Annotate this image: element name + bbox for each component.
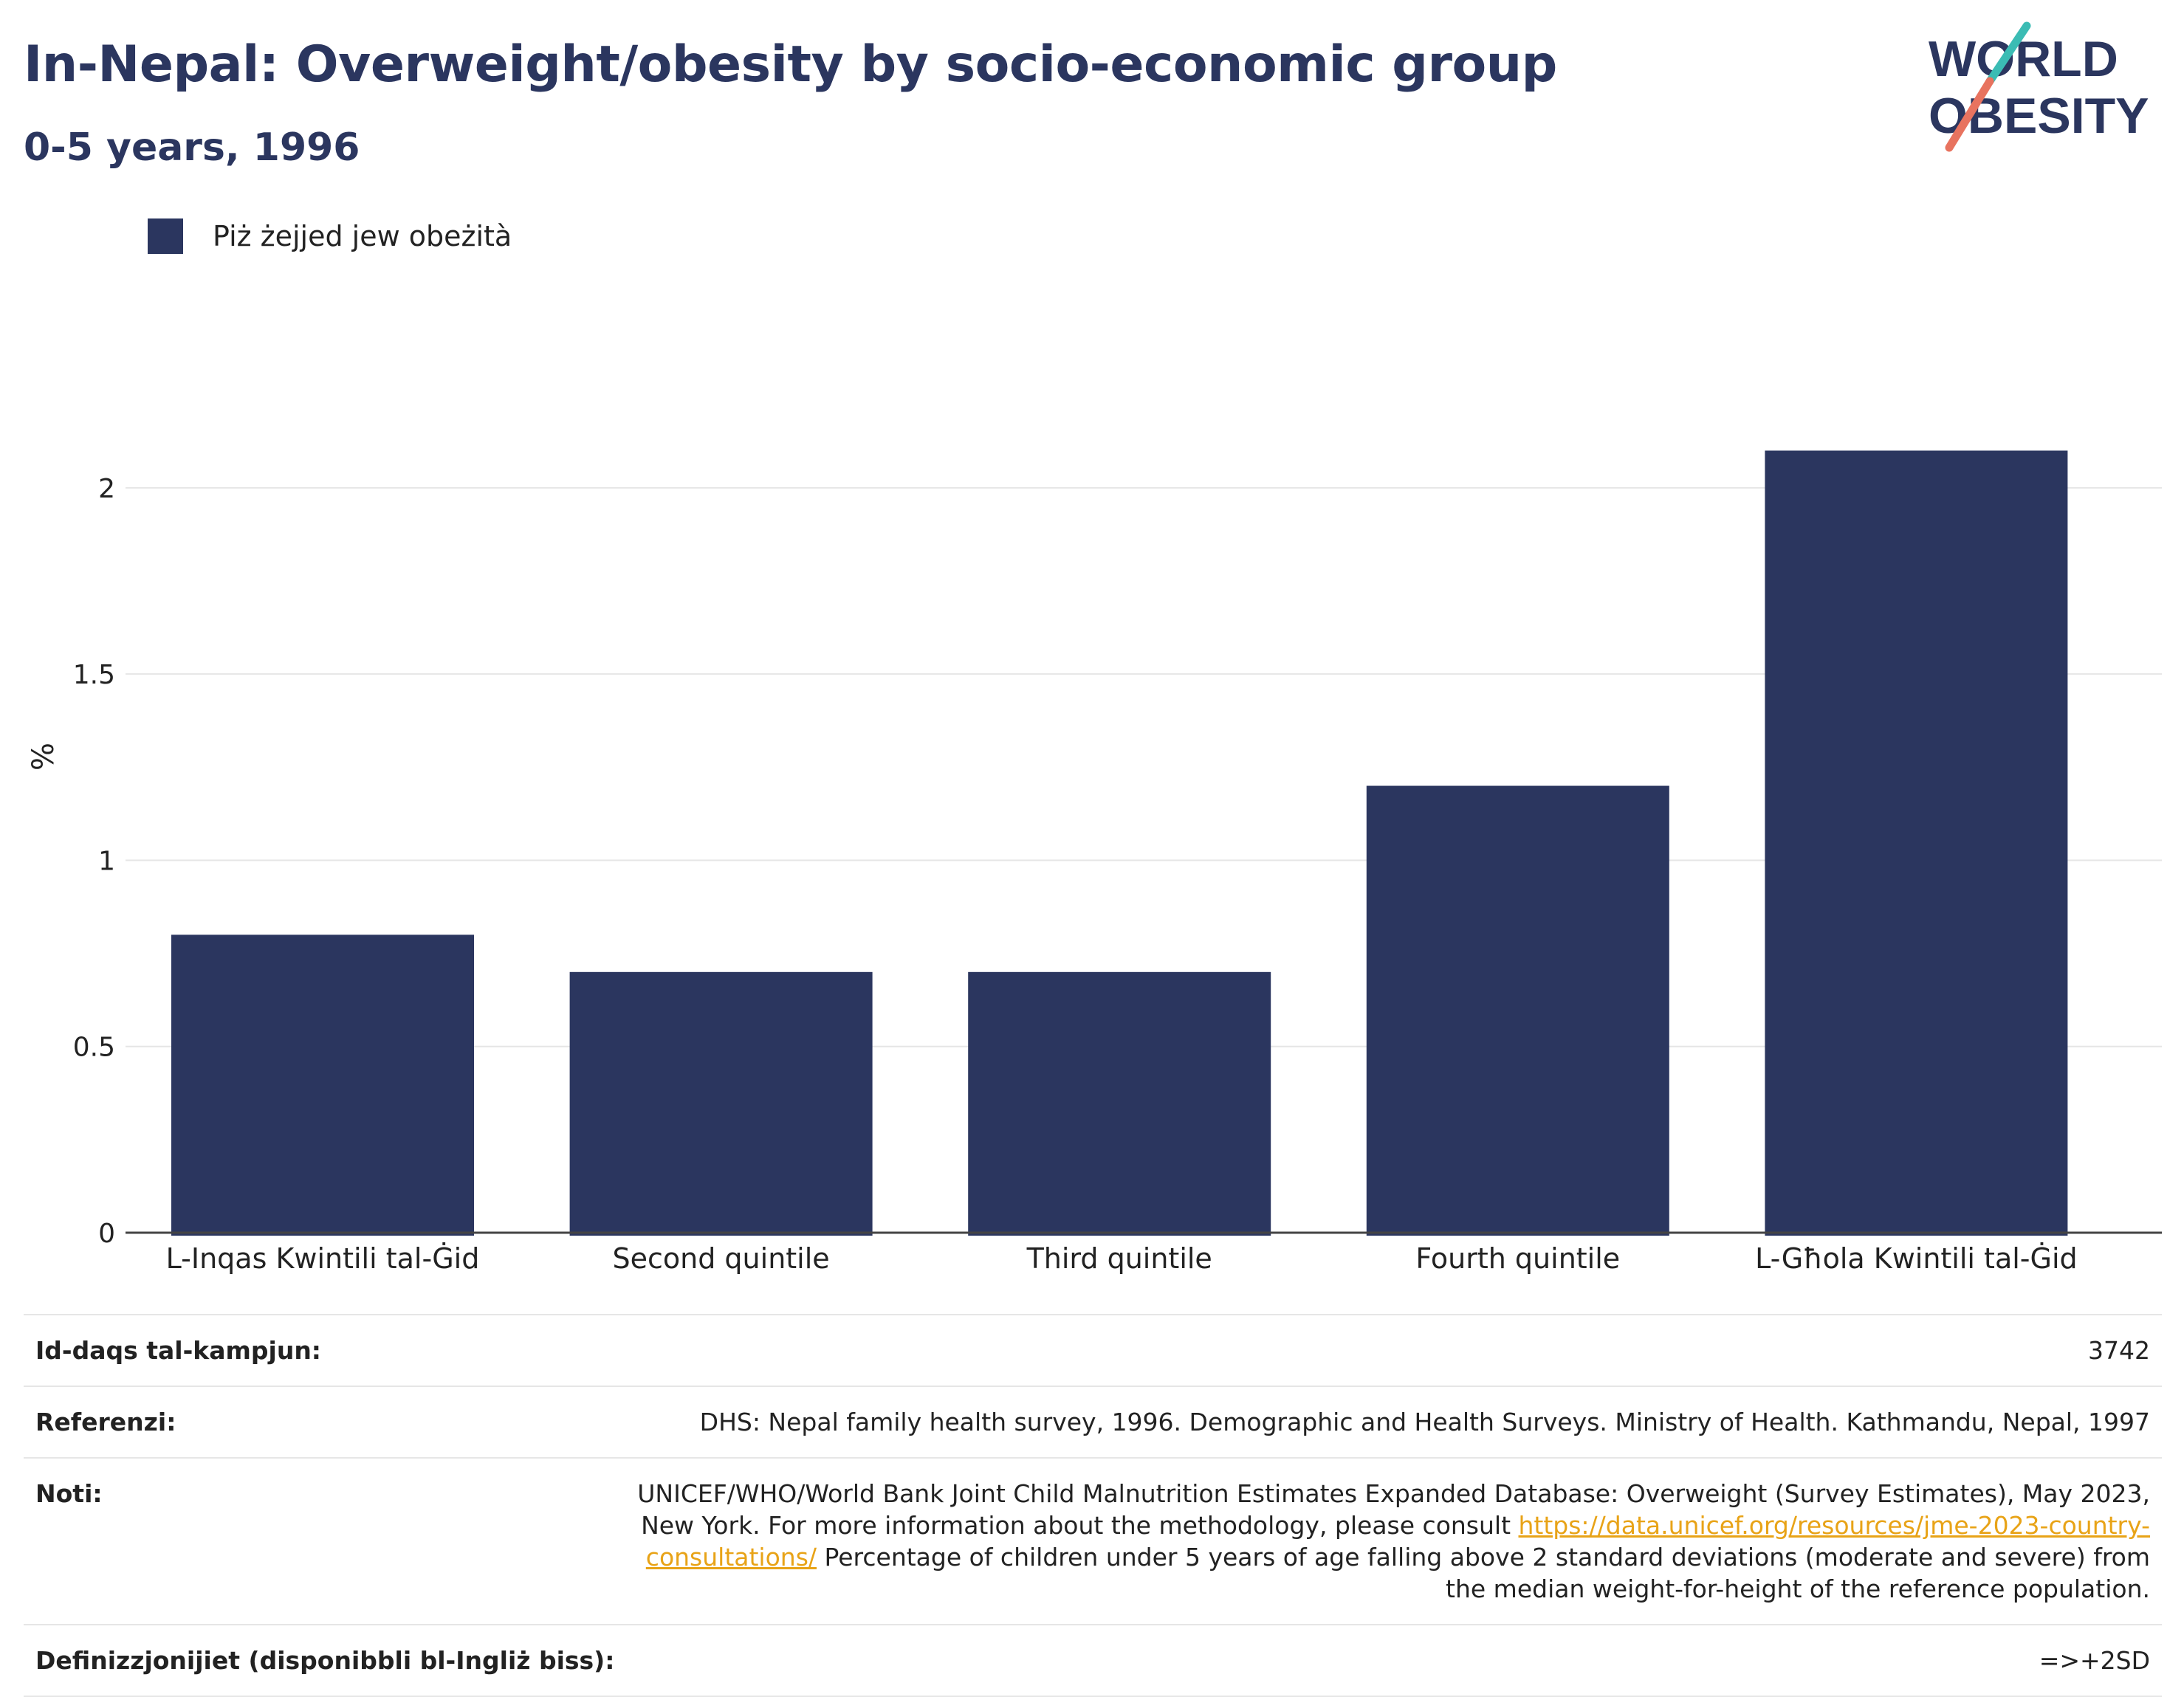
sample-size-value: 3742 — [2088, 1336, 2150, 1365]
x-tick-label: Third quintile — [1026, 1242, 1212, 1275]
legend-label: Piż żejjed jew obeżità — [213, 220, 512, 252]
x-tick-label: L-Għola Kwintili tal-Ġid — [1755, 1242, 2078, 1275]
logo-slash-coral — [1945, 77, 1994, 152]
world-obesity-logo: WORLD OBESITY — [1929, 21, 2149, 152]
chart-title: In-Nepal: Overweight/obesity by socio-ec… — [24, 35, 1557, 94]
references-row: Referenzi: DHS: Nepal family health surv… — [24, 1386, 2162, 1457]
bar-chart: 0 0.5 1 1.5 2% L-Inqas Kwintili tal-Ġid Second… — [27, 450, 2162, 1275]
legend-swatch — [148, 218, 183, 254]
notes-text-2: Percentage of children under 5 years of … — [817, 1543, 2151, 1603]
info-table: Id-daqs tal-kampjun: 3742 Referenzi: DHS… — [24, 1314, 2162, 1697]
notes-value: UNICEF/WHO/World Bank Joint Child Malnut… — [636, 1478, 2150, 1605]
sample-size-label: Id-daqs tal-kampjun: — [35, 1336, 322, 1365]
bar — [1765, 450, 2068, 1236]
definitions-row: Definizzjonijiet (disponibbli bl-Ingliż … — [24, 1624, 2162, 1697]
logo-slash-teal — [1985, 21, 2031, 86]
y-tick-label: 0.5 — [73, 1033, 115, 1063]
bar — [968, 971, 1271, 1236]
x-tick-label: Fourth quintile — [1415, 1242, 1620, 1275]
references-label: Referenzi: — [35, 1408, 176, 1436]
y-axis-title: % — [27, 743, 61, 771]
references-value: DHS: Nepal family health survey, 1996. D… — [699, 1408, 2150, 1436]
notes-row: Noti: UNICEF/WHO/World Bank Joint Child … — [24, 1457, 2162, 1624]
notes-text-1: UNICEF/WHO/World Bank Joint Child Malnut… — [637, 1479, 2150, 1540]
bar — [1366, 785, 1669, 1236]
bar — [569, 971, 873, 1236]
sample-size-row: Id-daqs tal-kampjun: 3742 — [24, 1314, 2162, 1386]
bar — [171, 934, 474, 1236]
logo-text-world: WORLD — [1929, 31, 2118, 87]
definitions-value: =>+2SD — [2039, 1646, 2150, 1675]
y-tick-label: 2 — [98, 474, 115, 504]
definitions-label: Definizzjonijiet (disponibbli bl-Ingliż … — [35, 1646, 615, 1675]
y-tick-label: 0 — [98, 1219, 115, 1249]
y-tick-label: 1.5 — [73, 660, 115, 690]
chart-legend[interactable]: Piż żejjed jew obeżità — [148, 218, 512, 254]
methodology-link[interactable]: https://data.unicef.org/resources/jme-20… — [645, 1511, 2150, 1572]
notes-label: Noti: — [35, 1479, 103, 1508]
x-tick-label: Second quintile — [613, 1242, 830, 1275]
chart-subtitle: 0-5 years, 1996 — [24, 125, 360, 170]
x-tick-label: L-Inqas Kwintili tal-Ġid — [166, 1242, 480, 1275]
y-tick-label: 1 — [98, 846, 115, 876]
